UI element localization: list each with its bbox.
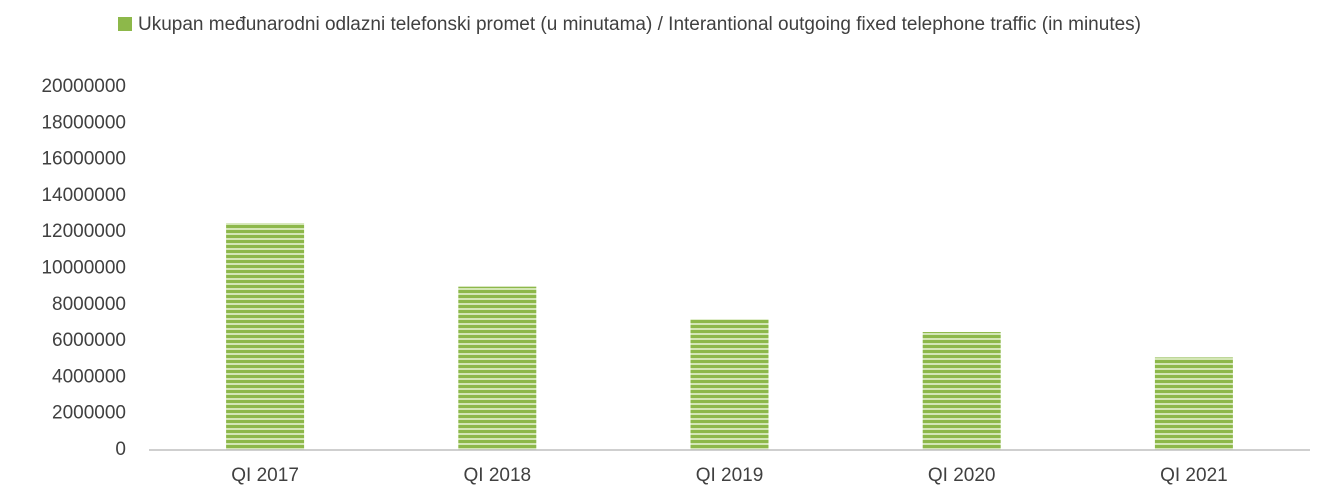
y-tick-label: 0 [115,439,126,460]
x-tick-label: QI 2020 [928,465,996,486]
y-tick-label: 16000000 [41,149,126,170]
bar [1154,357,1233,450]
x-tick-label: QI 2017 [231,465,299,486]
bar [226,223,305,450]
legend-label: Ukupan međunarodni odlazni telefonski pr… [138,14,1141,35]
y-tick-label: 14000000 [41,185,126,206]
legend-swatch [118,17,132,31]
y-tick-label: 12000000 [41,221,126,242]
bar [922,332,1001,450]
y-tick-label: 10000000 [41,258,126,279]
y-tick-label: 20000000 [41,76,126,97]
x-tick-label: QI 2021 [1160,465,1228,486]
y-tick-label: 2000000 [52,403,126,424]
y-tick-label: 6000000 [52,330,126,351]
bar [458,286,537,450]
y-tick-label: 8000000 [52,294,126,315]
legend: Ukupan međunarodni odlazni telefonski pr… [118,12,1308,38]
y-tick-label: 4000000 [52,366,126,387]
y-tick-label: 18000000 [41,112,126,133]
x-tick-label: QI 2019 [696,465,764,486]
x-tick-label: QI 2018 [463,465,531,486]
bar [690,319,769,450]
